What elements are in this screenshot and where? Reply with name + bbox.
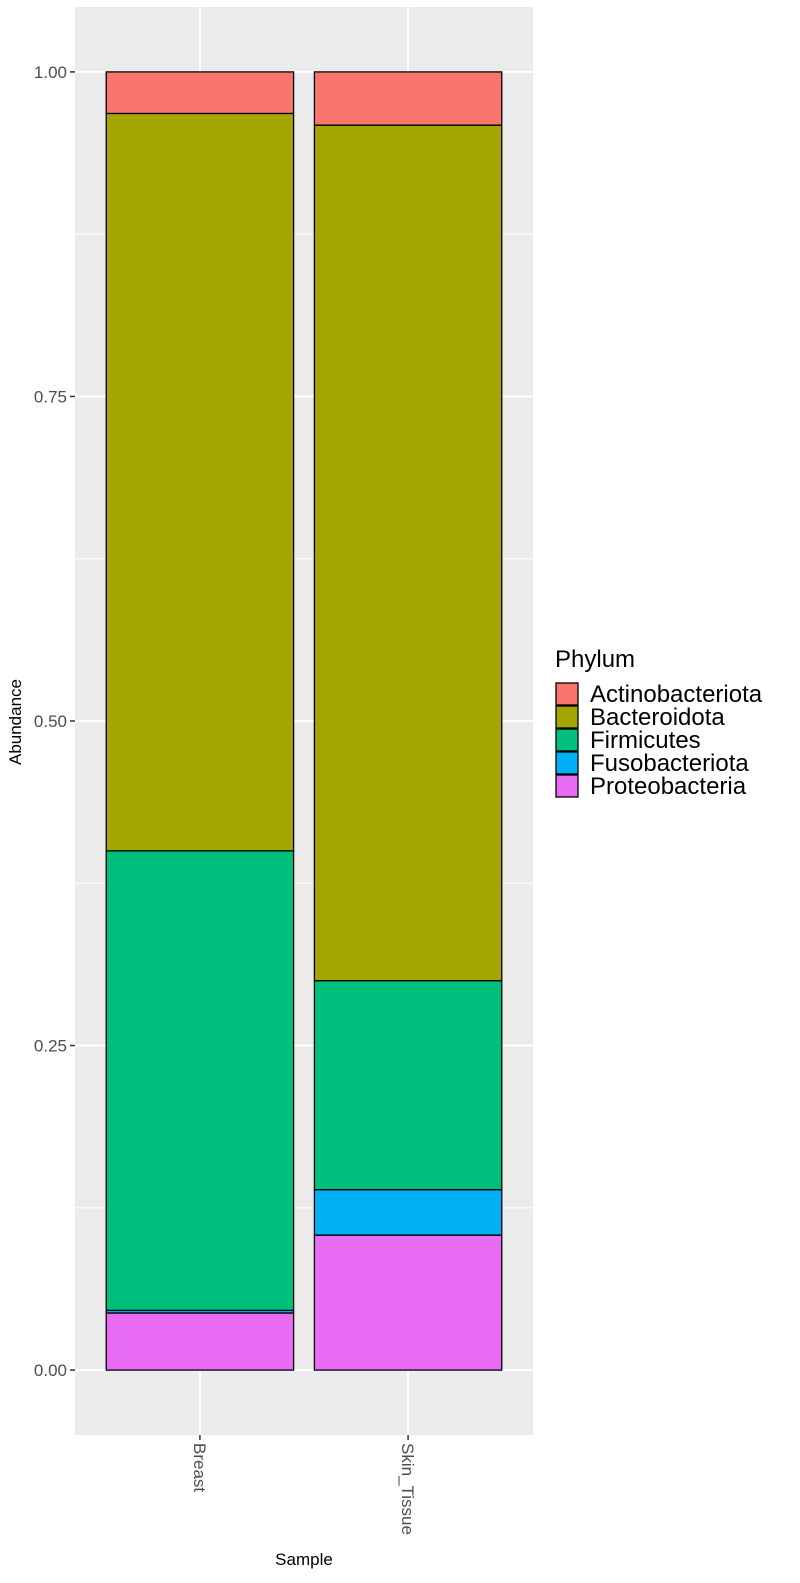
legend-label: Bacteroidota bbox=[590, 704, 725, 731]
y-tick-label: 1.00 bbox=[34, 63, 67, 82]
x-axis-title: Sample bbox=[275, 1550, 333, 1569]
bar-segment-breast-firmicutes bbox=[105, 850, 295, 1312]
legend-label: Proteobacteria bbox=[590, 773, 747, 800]
y-tick-label: 0.75 bbox=[34, 387, 67, 406]
bar-segment-breast-proteobacteria bbox=[105, 1312, 295, 1371]
bar-segment-skin-tissue-proteobacteria bbox=[313, 1234, 503, 1371]
legend-key-fusobacteriota bbox=[555, 751, 579, 775]
bars bbox=[105, 71, 503, 1371]
y-tick-label: 0.50 bbox=[34, 712, 67, 731]
bar-segment-skin-tissue-firmicutes bbox=[313, 979, 503, 1191]
bar-segment-skin-tissue-actinobacteriota bbox=[313, 71, 503, 126]
legend-label: Firmicutes bbox=[590, 727, 701, 754]
legend: Phylum ActinobacteriotaBacteroidotaFirmi… bbox=[555, 646, 763, 800]
x-axis: Breast Skin_Tissue bbox=[190, 1435, 417, 1535]
legend-title: Phylum bbox=[555, 646, 635, 673]
bar-segment-breast-bacteroidota bbox=[105, 112, 295, 852]
y-tick-label: 0.25 bbox=[34, 1037, 67, 1056]
legend-label: Actinobacteriota bbox=[590, 681, 763, 708]
x-tick-label: Breast bbox=[190, 1443, 209, 1492]
y-tick-label: 0.00 bbox=[34, 1361, 67, 1380]
bar-segment-breast-actinobacteriota bbox=[105, 71, 295, 115]
legend-key-proteobacteria bbox=[555, 774, 579, 798]
bar-segment-skin-tissue-fusobacteriota bbox=[313, 1188, 503, 1236]
legend-key-bacteroidota bbox=[555, 705, 579, 729]
x-tick-label: Skin_Tissue bbox=[398, 1443, 417, 1535]
legend-key-actinobacteriota bbox=[555, 682, 579, 706]
y-axis-title: Abundance bbox=[6, 679, 25, 765]
legend-label: Fusobacteriota bbox=[590, 750, 749, 777]
legend-key-firmicutes bbox=[555, 728, 579, 752]
y-axis: 0.00 0.25 0.50 0.75 1.00 bbox=[34, 63, 75, 1380]
bar-segment-skin-tissue-bacteroidota bbox=[313, 124, 503, 982]
